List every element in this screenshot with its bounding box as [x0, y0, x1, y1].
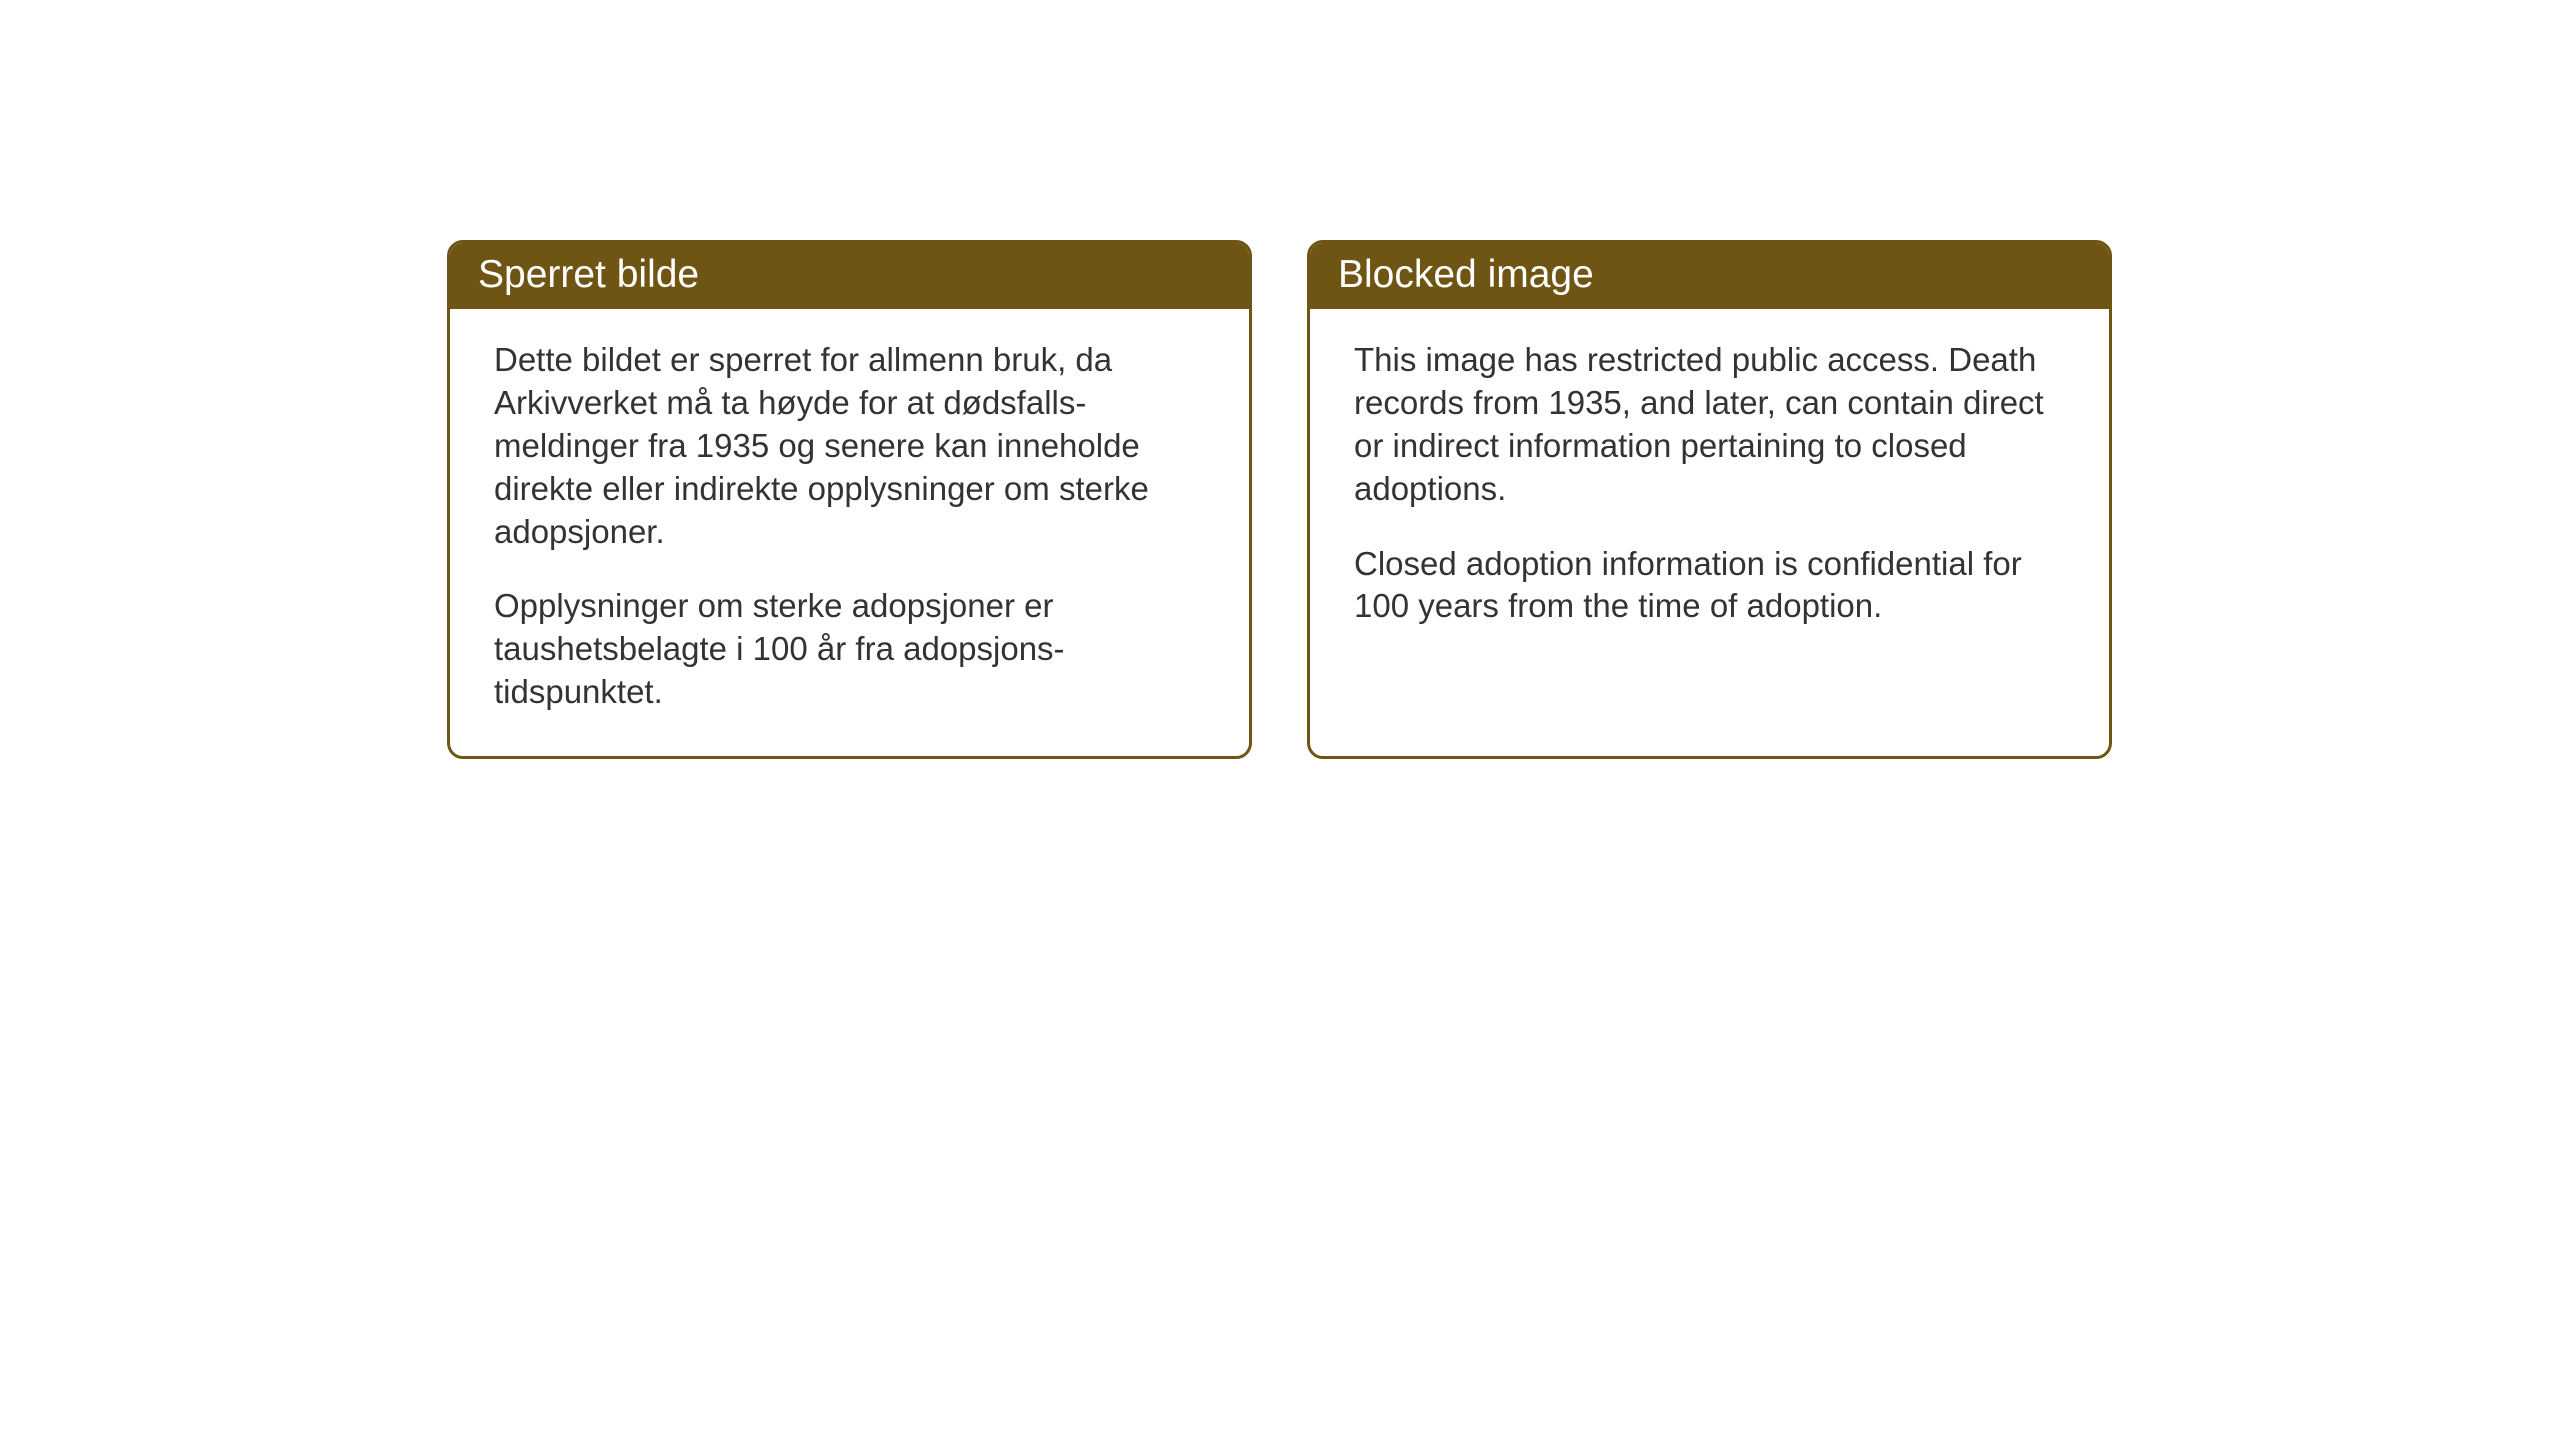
card-header-english: Blocked image	[1310, 243, 2109, 309]
card-body-norwegian: Dette bildet er sperret for allmenn bruk…	[450, 309, 1249, 756]
paragraph-norwegian-2: Opplysninger om sterke adopsjoner er tau…	[494, 585, 1205, 714]
notice-container: Sperret bilde Dette bildet er sperret fo…	[447, 240, 2112, 759]
paragraph-english-2: Closed adoption information is confident…	[1354, 543, 2065, 629]
paragraph-english-1: This image has restricted public access.…	[1354, 339, 2065, 511]
paragraph-norwegian-1: Dette bildet er sperret for allmenn bruk…	[494, 339, 1205, 553]
card-header-norwegian: Sperret bilde	[450, 243, 1249, 309]
notice-card-norwegian: Sperret bilde Dette bildet er sperret fo…	[447, 240, 1252, 759]
notice-card-english: Blocked image This image has restricted …	[1307, 240, 2112, 759]
card-body-english: This image has restricted public access.…	[1310, 309, 2109, 670]
